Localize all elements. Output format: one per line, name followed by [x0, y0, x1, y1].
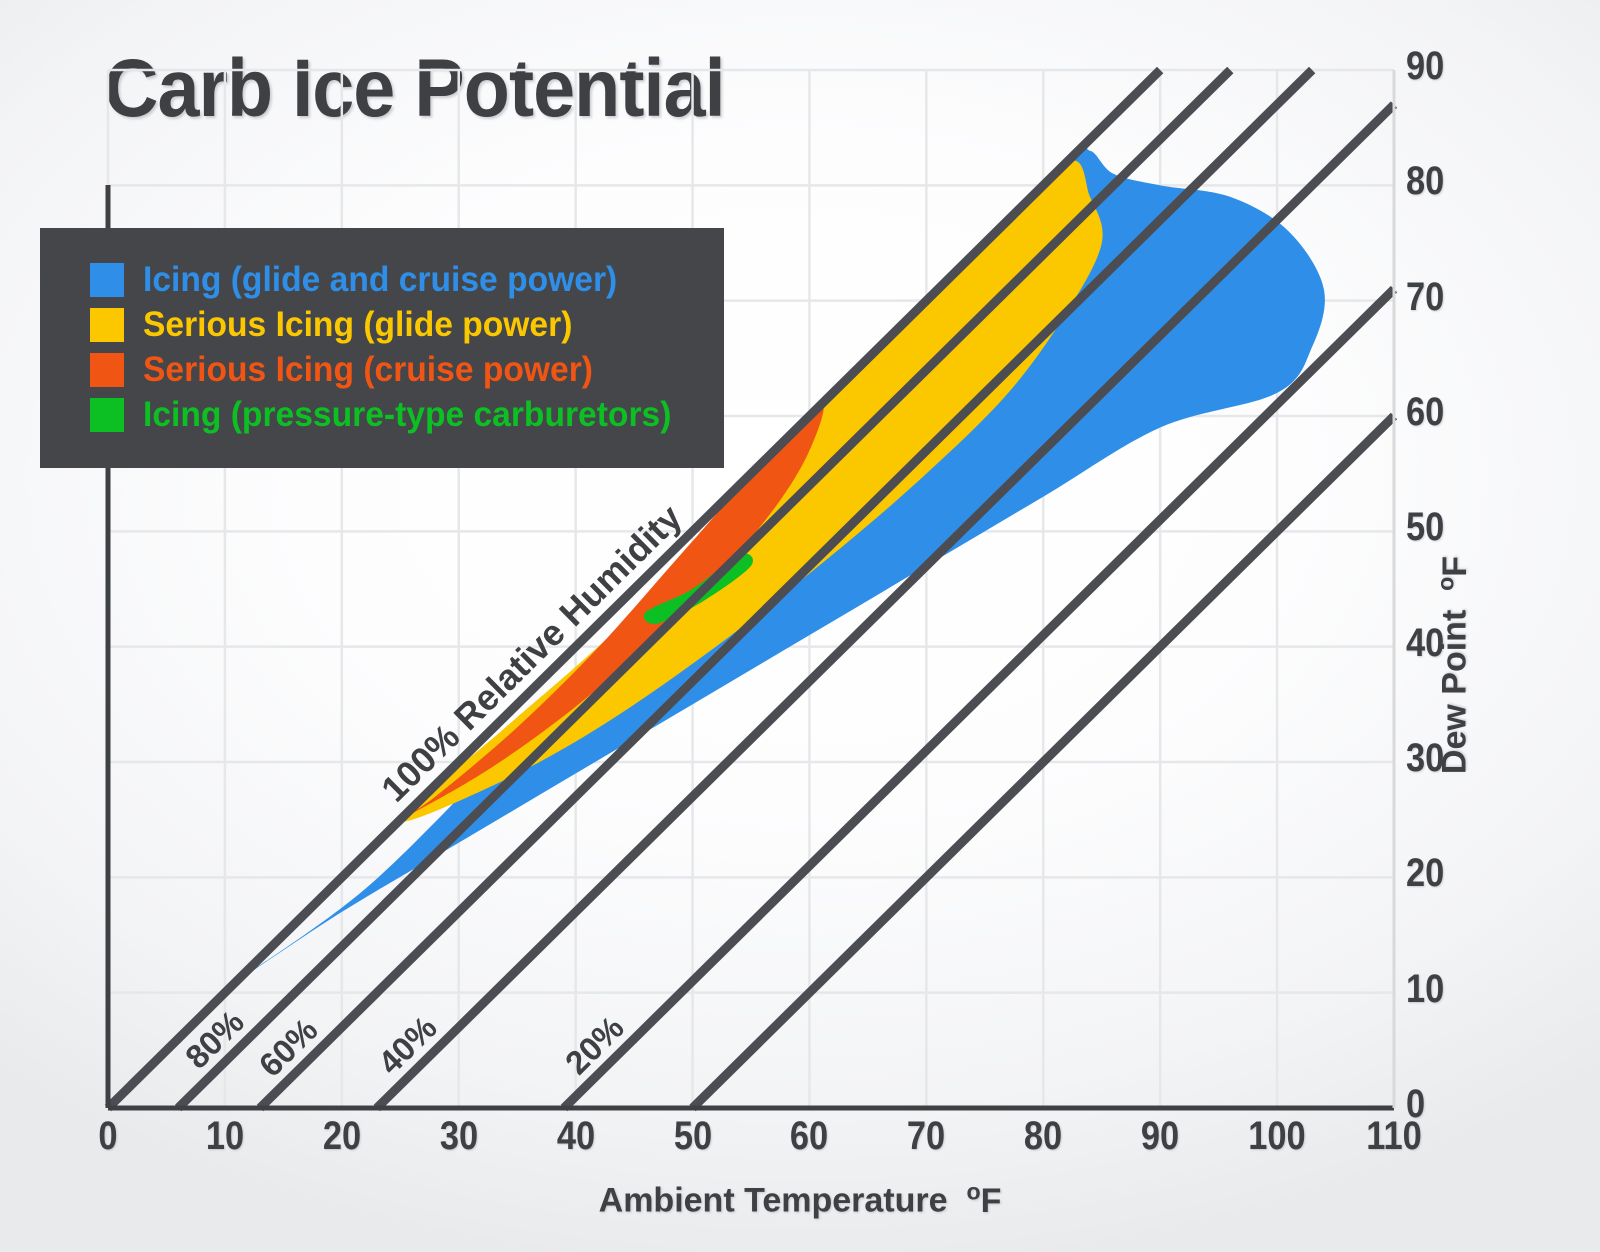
x-tick-80: 80 [1024, 1114, 1063, 1158]
rh-label-group: 20% [558, 1009, 631, 1082]
y-axis-title-text: Dew Point [1435, 609, 1474, 775]
x-tick-40: 40 [556, 1114, 595, 1158]
y-tick-10: 10 [1406, 966, 1445, 1011]
rh-label-group: 40% [371, 1009, 444, 1082]
y-tick-90: 90 [1406, 44, 1445, 88]
y-axis-unit: oF [1432, 555, 1474, 591]
rh-line-80 [174, 66, 1234, 1112]
rh-line-60 [256, 66, 1316, 1112]
legend-label-serious-icing-cruise: Serious Icing (cruise power) [143, 350, 593, 389]
y-tick-40: 40 [1406, 620, 1445, 665]
legend-item: Icing (pressure-type carburetors) [90, 393, 724, 437]
legend-item: Icing (glide and cruise power) [90, 258, 724, 302]
x-tick-100: 100 [1248, 1114, 1306, 1158]
y-tick-70: 70 [1406, 274, 1445, 319]
x-tick-70: 70 [907, 1114, 946, 1158]
rh-line-20 [560, 285, 1398, 1112]
y-tick-30: 30 [1406, 736, 1445, 780]
relative-humidity-lines [104, 66, 1398, 1112]
legend-label-icing-glide-cruise: Icing (glide and cruise power) [143, 260, 618, 299]
y-tick-0: 0 [1406, 1082, 1426, 1126]
rh-label-group: 80% [178, 1003, 251, 1076]
x-tick-10: 10 [205, 1114, 245, 1158]
rh-label: 80% [178, 1003, 251, 1076]
y-tick-20: 20 [1406, 851, 1445, 896]
y-tick-60: 60 [1406, 390, 1445, 434]
rh-line-100 [104, 66, 1164, 1112]
x-tick-60: 60 [790, 1114, 829, 1158]
x-tick-0: 0 [98, 1114, 118, 1158]
page-title: Carb Ice Potential [104, 43, 726, 134]
legend-label-icing-pressure-carb: Icing (pressure-type carburetors) [143, 395, 672, 434]
legend-swatch-icing-glide-cruise [90, 263, 124, 297]
x-tick-110: 110 [1366, 1114, 1422, 1158]
rh-line-10 [689, 412, 1398, 1112]
rh-line-40 [373, 101, 1398, 1112]
legend-label-serious-icing-glide: Serious Icing (glide power) [143, 305, 573, 344]
x-axis-unit: oF [966, 1178, 1002, 1220]
y-tick-50: 50 [1406, 505, 1445, 550]
legend-swatch-serious-icing-glide [90, 308, 124, 342]
x-tick-90: 90 [1141, 1114, 1180, 1158]
y-axis-title: Dew Point oF [1432, 520, 1475, 810]
x-axis-title: Ambient Temperature oF [0, 1178, 1600, 1221]
legend-panel: Icing (glide and cruise power) Serious I… [40, 228, 724, 468]
legend-item: Serious Icing (cruise power) [90, 348, 724, 392]
legend-item: Serious Icing (glide power) [90, 303, 724, 347]
rh-label: 40% [371, 1009, 444, 1082]
x-axis-title-text: Ambient Temperature [598, 1181, 948, 1220]
legend-swatch-serious-icing-cruise [90, 353, 124, 387]
x-tick-50: 50 [673, 1114, 712, 1158]
x-tick-20: 20 [322, 1114, 361, 1158]
x-tick-30: 30 [439, 1114, 478, 1158]
y-tick-80: 80 [1406, 159, 1445, 204]
rh-label: 20% [558, 1009, 631, 1082]
legend-swatch-icing-pressure-carb [90, 398, 124, 432]
